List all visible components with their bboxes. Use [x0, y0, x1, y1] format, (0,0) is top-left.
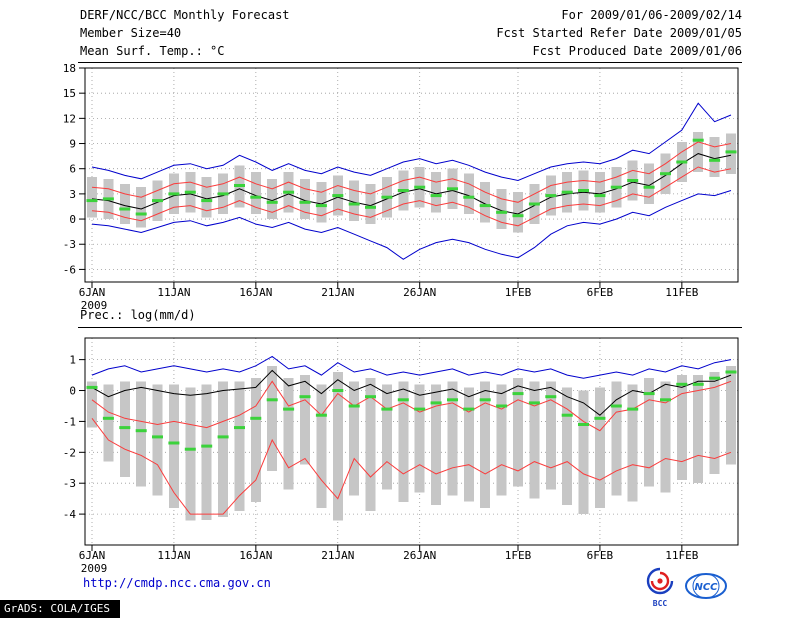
precip-divider [78, 327, 742, 328]
svg-text:12: 12 [63, 112, 76, 125]
bcc-logo: BCC [642, 566, 678, 608]
svg-text:26JAN: 26JAN [403, 286, 436, 299]
svg-text:1FEB: 1FEB [505, 286, 532, 299]
svg-text:16JAN: 16JAN [239, 549, 272, 562]
svg-text:0: 0 [69, 213, 76, 226]
svg-text:11JAN: 11JAN [157, 286, 190, 299]
svg-text:6FEB: 6FEB [587, 286, 614, 299]
svg-text:1FEB: 1FEB [505, 549, 532, 562]
svg-text:11FEB: 11FEB [665, 286, 698, 299]
member-size-label: Member Size=40 [80, 26, 182, 40]
produced-date-label: Fcst Produced Date 2009/01/06 [532, 44, 742, 58]
svg-text:2009: 2009 [81, 299, 108, 312]
svg-text:-3: -3 [63, 238, 76, 251]
svg-text:6: 6 [69, 163, 76, 176]
svg-text:16JAN: 16JAN [239, 286, 272, 299]
ncc-logo-icon: NCC [685, 573, 727, 599]
svg-text:-1: -1 [63, 415, 76, 428]
svg-text:3: 3 [69, 188, 76, 201]
refer-date-label: Fcst Started Refer Date 2009/01/05 [496, 26, 742, 40]
svg-text:6FEB: 6FEB [587, 549, 614, 562]
svg-text:0: 0 [69, 385, 76, 398]
bcc-logo-label: BCC [652, 599, 668, 608]
svg-text:11FEB: 11FEB [665, 549, 698, 562]
svg-text:21JAN: 21JAN [321, 549, 354, 562]
svg-text:-6: -6 [63, 263, 76, 276]
svg-text:15: 15 [63, 87, 76, 100]
svg-text:18: 18 [63, 62, 76, 75]
svg-text:-3: -3 [63, 477, 76, 490]
svg-text:21JAN: 21JAN [321, 286, 354, 299]
svg-text:11JAN: 11JAN [157, 549, 190, 562]
svg-text:9: 9 [69, 138, 76, 151]
svg-text:6JAN: 6JAN [79, 286, 106, 299]
ncc-logo: NCC [684, 572, 728, 604]
grads-stamp: GrADS: COLA/IGES [0, 600, 120, 618]
precip-panel-title: Prec.: log(mm/d) [80, 308, 196, 322]
ncc-logo-label: NCC [694, 582, 718, 593]
page-title: DERF/NCC/BCC Monthly Forecast [80, 8, 290, 22]
bcc-logo-icon [646, 567, 674, 595]
source-url-link[interactable]: http://cmdp.ncc.cma.gov.cn [83, 576, 271, 590]
svg-text:1: 1 [69, 354, 76, 367]
svg-text:-4: -4 [63, 508, 77, 521]
svg-text:6JAN: 6JAN [79, 549, 106, 562]
header-divider [78, 62, 742, 63]
svg-text:26JAN: 26JAN [403, 549, 436, 562]
svg-text:-2: -2 [63, 446, 76, 459]
forecast-range-label: For 2009/01/06-2009/02/14 [561, 8, 742, 22]
temp-panel-title: Mean Surf. Temp.: °C [80, 44, 225, 58]
svg-text:2009: 2009 [81, 562, 108, 575]
